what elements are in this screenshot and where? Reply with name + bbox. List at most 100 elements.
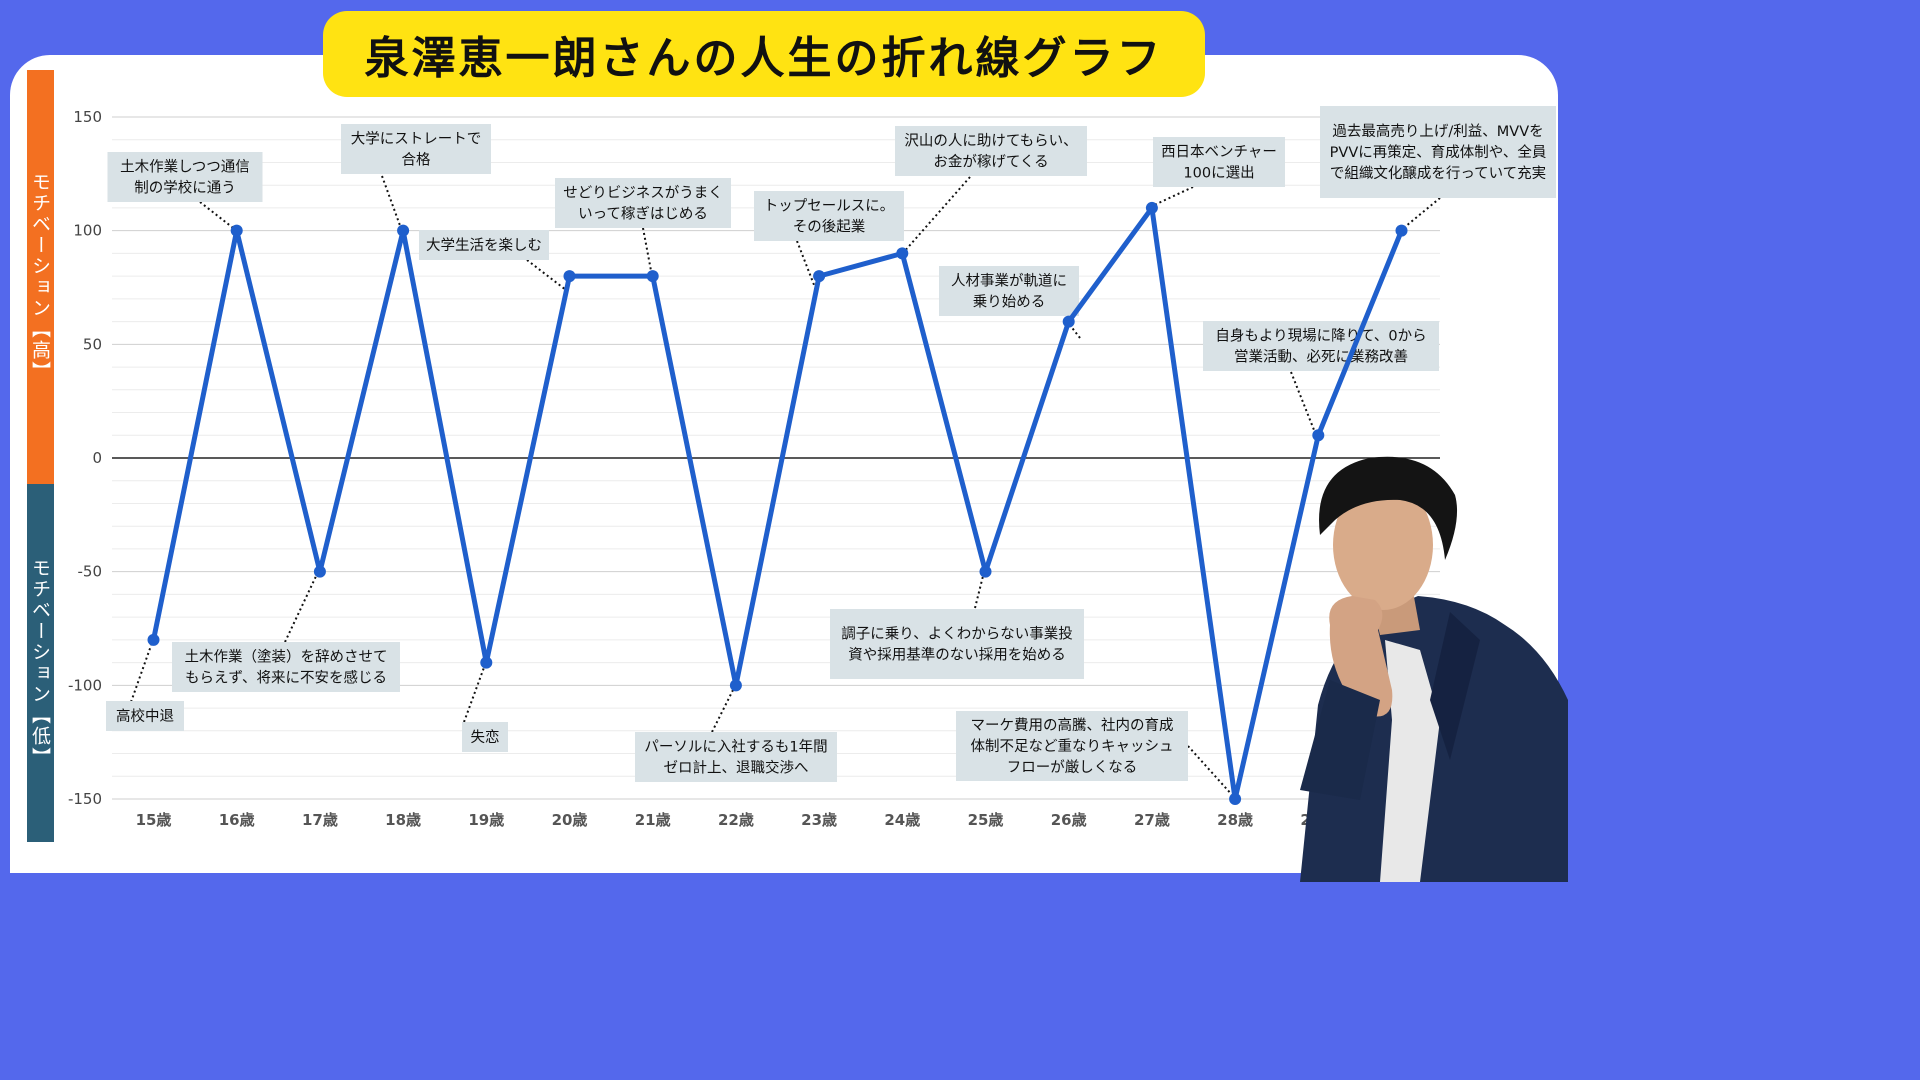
annotation-leader: [1187, 745, 1234, 797]
annotation-text: 大学にストレートで: [351, 131, 482, 148]
annotation-text: 過去最高売り上げ/利益、MVVを: [1332, 123, 1543, 140]
annotation-15: 過去最高売り上げ/利益、MVVを PVVに再策定、育成体制や、全員で組織文化醸成を…: [1320, 106, 1556, 232]
series-line: [151, 205, 1404, 802]
y-tick-label: 150: [73, 108, 102, 126]
annotation-text: パーソルに入社するも1年間: [644, 739, 827, 756]
annotation-text: 調子に乗り、よくわからない事業投: [841, 626, 1072, 643]
data-point-25歳: [979, 565, 992, 578]
y-tick-label: 0: [92, 449, 102, 467]
annotation-text: 合格: [402, 152, 431, 169]
annotation-box: [1320, 106, 1556, 198]
annotation-box: [635, 732, 837, 782]
data-point-26歳: [1062, 315, 1075, 328]
annotation-box: [555, 178, 731, 228]
annotation-text: いって稼ぎはじめる: [578, 206, 708, 223]
x-tick-label: 19歳: [468, 811, 504, 829]
annotation-12: 西日本ベンチャー 100に選出: [1149, 137, 1285, 208]
annotation-text: 高校中退: [116, 708, 174, 725]
annotation-text: 体制不足など重なりキャッシュ: [971, 738, 1174, 755]
annotation-box: [1203, 321, 1439, 371]
x-tick-label: 15歳: [136, 811, 172, 829]
annotation-0: 高校中退: [106, 639, 184, 731]
annotation-box: [956, 711, 1188, 781]
annotation-text: 営業活動、必死に業務改善: [1234, 349, 1408, 366]
data-point-29歳: [1312, 429, 1325, 442]
annotation-text: 土木作業（塗装）を辞めさせて: [185, 648, 388, 666]
annotation-box: [341, 124, 491, 174]
data-point-30歳: [1395, 224, 1408, 237]
annotation-leader: [711, 685, 736, 733]
annotation-leader: [1065, 319, 1081, 339]
x-tick-label: 26歳: [1051, 811, 1087, 829]
x-tick-label: 17歳: [302, 811, 338, 829]
annotation-leader: [463, 661, 487, 723]
annotation-box: [895, 126, 1087, 176]
annotation-box: [1153, 137, 1285, 187]
annotation-leader: [130, 639, 154, 703]
annotation-text: せどりビジネスがうまく: [563, 185, 723, 202]
annotation-box: [462, 722, 508, 752]
y-tick-label: 50: [83, 335, 102, 353]
annotation-box: [830, 609, 1084, 679]
annotation-5: 大学生活を楽しむ: [419, 230, 567, 291]
annotation-leader: [1290, 371, 1317, 436]
annotation-text: 大学生活を楽しむ: [426, 237, 542, 254]
annotation-text: 沢山の人に助けてもらい、: [904, 133, 1077, 150]
annotation-box: [172, 642, 400, 692]
x-tick-label: 18歳: [385, 811, 421, 829]
y-tick-label: -50: [78, 563, 103, 581]
y-axis-ticks: 150 100 50 0 -50 -100 -150: [68, 108, 102, 808]
annotation-text: フローが厳しくなる: [1007, 759, 1138, 776]
annotation-text: トップセールスに。: [764, 198, 895, 215]
annotation-text: 100に選出: [1183, 165, 1254, 182]
x-tick-label: 21歳: [635, 811, 671, 829]
annotation-9: 沢山の人に助けてもらい、お金が稼げてくる: [895, 126, 1087, 254]
x-tick-label: 28歳: [1217, 811, 1253, 829]
data-point-22歳: [729, 679, 742, 692]
x-tick-label: 22歳: [718, 811, 754, 829]
annotation-leader: [1399, 197, 1441, 232]
annotation-text: 土木作業しつつ通信: [120, 159, 250, 176]
annotation-box: [939, 266, 1079, 316]
page-title: 泉澤恵一朗さんの人生の折れ線グラフ: [323, 11, 1205, 97]
annotation-text: で組織文化醸成を行っていて充実: [1330, 165, 1546, 182]
annotation-text: 人材事業が軌道に: [951, 273, 1067, 290]
annotation-text: 制の学校に通う: [134, 180, 236, 197]
annotation-leader: [902, 176, 971, 254]
annotation-box: [419, 230, 549, 260]
annotation-text: 資や採用基準のない採用を始める: [848, 647, 1066, 664]
annotations: 高校中退 土木作業しつつ通信制の学校に通う土木作業（塗装）を辞めさせてもらえず、将…: [106, 106, 1556, 797]
motivation-line: [151, 205, 1404, 802]
annotation-8: トップセールスに。その後起業: [754, 191, 904, 291]
data-point-19歳: [480, 656, 493, 669]
annotation-leader: [796, 240, 817, 291]
data-point-27歳: [1145, 201, 1158, 214]
data-point-16歳: [230, 224, 243, 237]
annotation-4: 失恋: [462, 661, 508, 752]
motivation-low-label: モチベーション【低】: [29, 558, 51, 768]
y-tick-label: -100: [68, 676, 102, 694]
x-tick-label: 20歳: [552, 811, 588, 829]
annotation-text: もらえず、将来に不安を感じる: [185, 670, 387, 687]
x-tick-label: 25歳: [968, 811, 1004, 829]
data-points: [147, 201, 1408, 805]
annotation-leader: [974, 571, 985, 609]
annotation-text: 乗り始める: [973, 294, 1046, 311]
annotation-text: お金が稼げてくる: [933, 154, 1048, 171]
data-point-15歳: [147, 633, 160, 646]
data-point-20歳: [563, 270, 576, 283]
annotation-text: その後起業: [793, 219, 866, 236]
data-point-28歳: [1229, 793, 1242, 805]
x-tick-label: 16歳: [219, 811, 255, 829]
annotation-box: [107, 152, 263, 202]
y-tick-label: -150: [68, 790, 102, 808]
